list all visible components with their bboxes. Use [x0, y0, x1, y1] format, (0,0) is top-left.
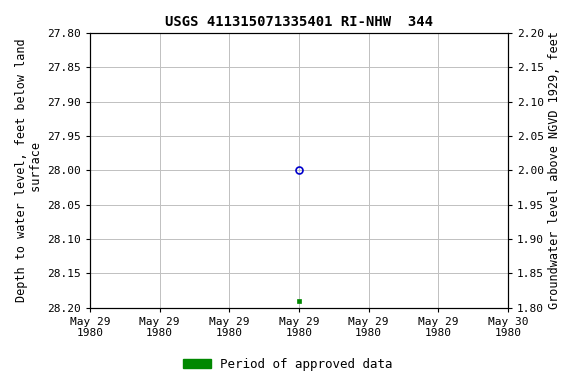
Y-axis label: Depth to water level, feet below land
 surface: Depth to water level, feet below land su… — [15, 38, 43, 302]
Y-axis label: Groundwater level above NGVD 1929, feet: Groundwater level above NGVD 1929, feet — [548, 31, 561, 309]
Title: USGS 411315071335401 RI-NHW  344: USGS 411315071335401 RI-NHW 344 — [165, 15, 433, 29]
Legend: Period of approved data: Period of approved data — [178, 353, 398, 376]
